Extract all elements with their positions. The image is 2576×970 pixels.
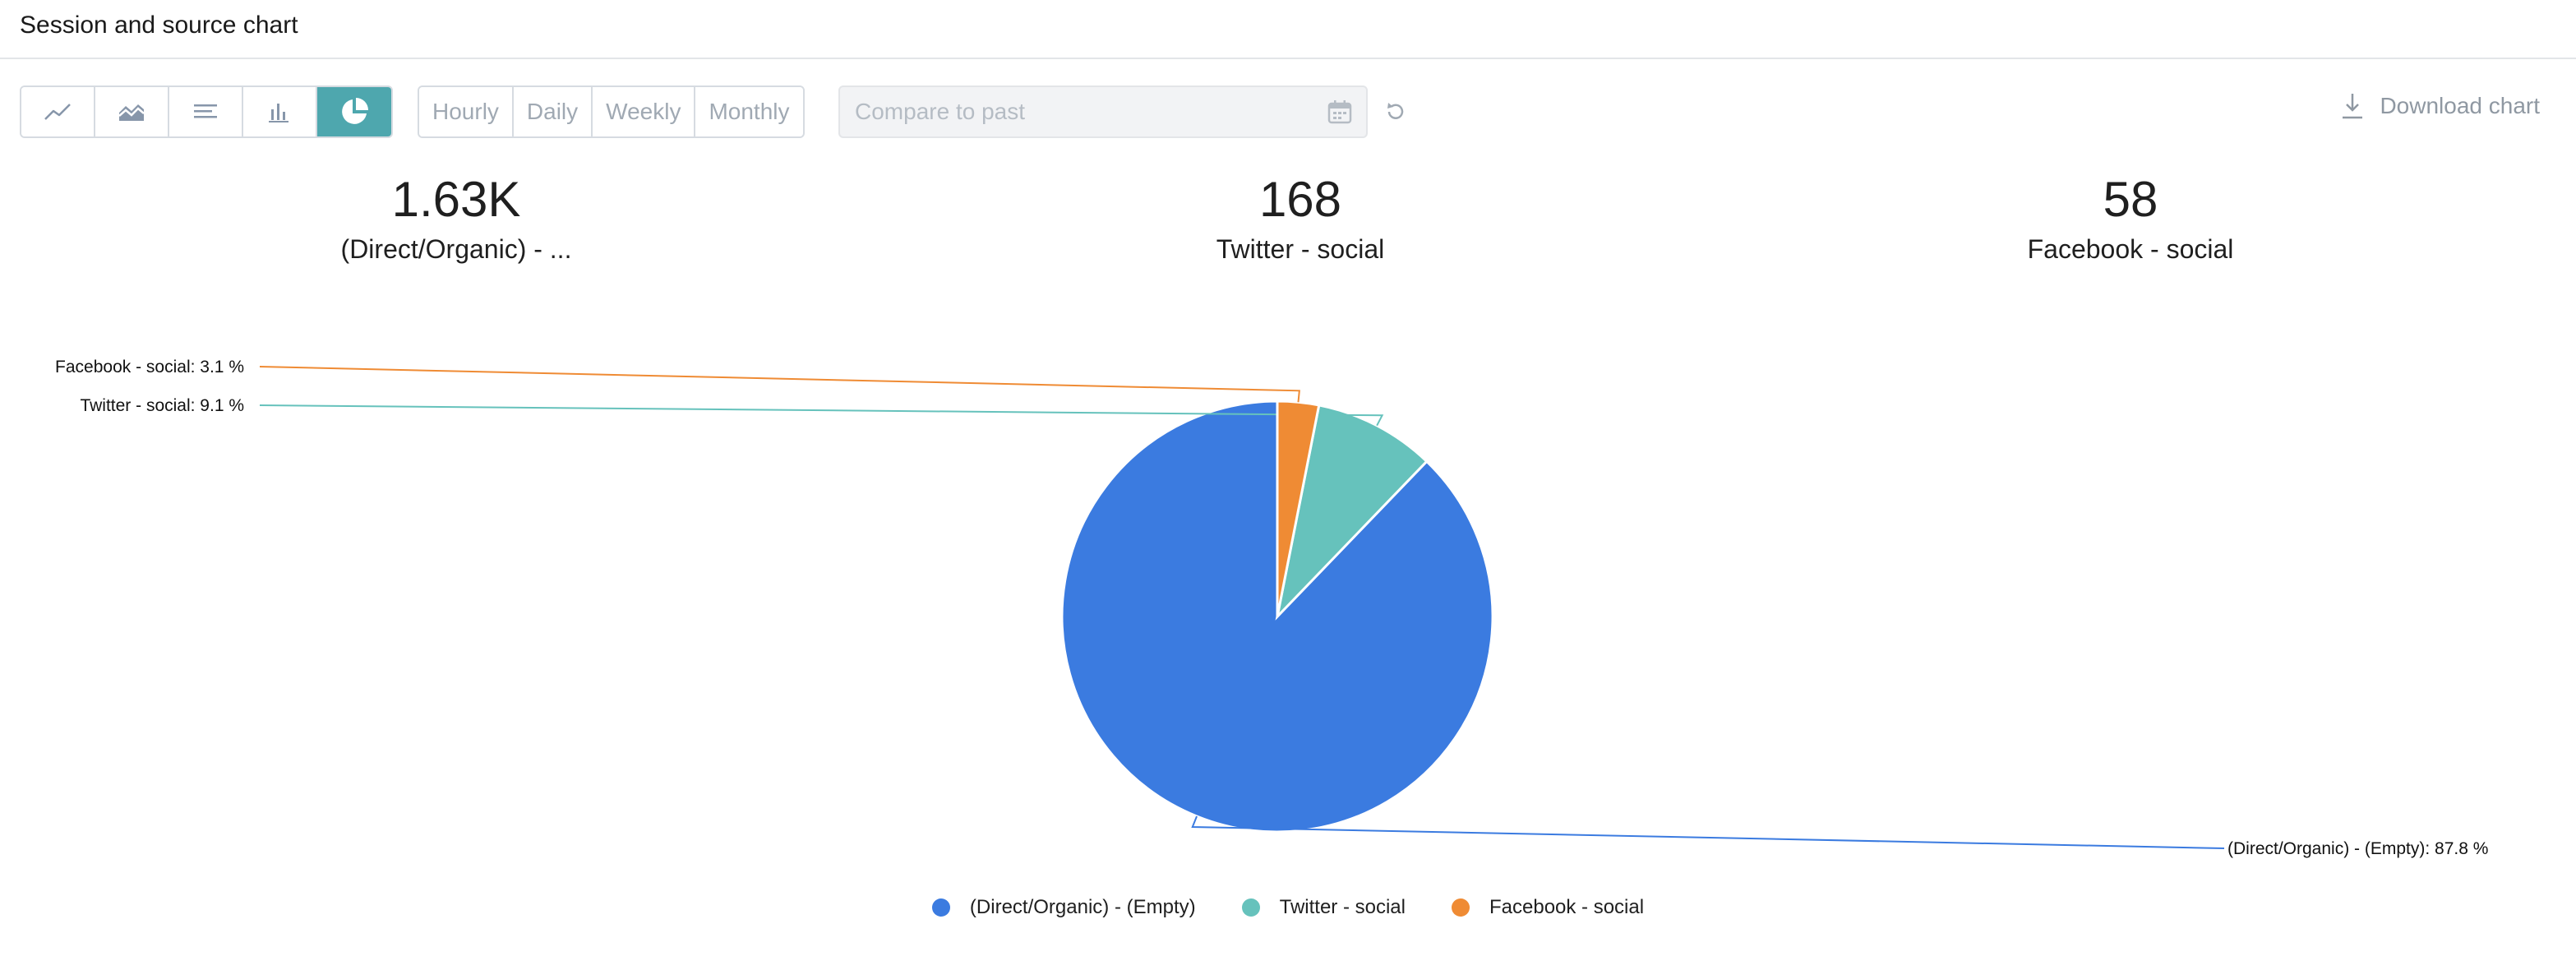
kpi-facebook: 58 Facebook - social xyxy=(1843,169,2418,266)
pie-slice[interactable] xyxy=(1060,400,1494,834)
calendar-icon[interactable] xyxy=(1327,99,1353,125)
kpi-value: 1.63K xyxy=(391,172,521,227)
interval-hourly-button[interactable]: Hourly xyxy=(419,87,514,136)
compare-date-field xyxy=(838,85,1368,138)
kpi-value: 58 xyxy=(2103,172,2158,227)
reset-icon[interactable] xyxy=(1384,100,1407,123)
page-title: Session and source chart xyxy=(20,12,298,39)
bar-chart-button[interactable] xyxy=(243,87,317,136)
kpi-label: (Direct/Organic) - ... xyxy=(340,234,572,264)
slice-connector xyxy=(259,404,1384,427)
list-chart-icon xyxy=(194,104,217,118)
legend-label: Facebook - social xyxy=(1489,896,1645,918)
header: Session and source chart xyxy=(0,0,2576,59)
legend-label: (Direct/Organic) - (Empty) xyxy=(969,896,1196,918)
download-icon xyxy=(2343,94,2363,119)
legend-item-direct-organic[interactable]: (Direct/Organic) - (Empty) xyxy=(931,896,1196,919)
legend-label: Twitter - social xyxy=(1279,896,1406,918)
kpi-label: Facebook - social xyxy=(2027,234,2234,264)
bar-chart-icon xyxy=(269,104,289,122)
download-chart-label: Download chart xyxy=(2380,93,2540,118)
chart-type-switcher xyxy=(20,85,393,138)
interval-weekly-button[interactable]: Weekly xyxy=(593,87,696,136)
line-chart-icon xyxy=(44,104,71,120)
chart-legend: (Direct/Organic) - (Empty) Twitter - soc… xyxy=(0,896,2576,919)
pie-chart-icon xyxy=(342,98,368,124)
area-chart-icon xyxy=(118,104,145,121)
interval-monthly-button[interactable]: Monthly xyxy=(695,87,803,136)
kpi-value: 168 xyxy=(1258,172,1342,227)
list-chart-button[interactable] xyxy=(169,87,243,136)
pie-chart-button[interactable] xyxy=(317,87,391,136)
slice-data-label: (Direct/Organic) - (Empty): 87.8 % xyxy=(2227,839,2488,858)
interval-switcher: Hourly Daily Weekly Monthly xyxy=(418,85,805,138)
slice-connector xyxy=(1191,815,2225,849)
slice-data-label: Facebook - social: 3.1 % xyxy=(55,358,244,376)
legend-swatch xyxy=(1241,898,1260,917)
interval-daily-button[interactable]: Daily xyxy=(513,87,593,136)
legend-item-twitter[interactable]: Twitter - social xyxy=(1241,896,1406,919)
area-chart-button[interactable] xyxy=(95,87,169,136)
compare-input[interactable] xyxy=(840,87,1300,136)
slice-data-label: Twitter - social: 9.1 % xyxy=(80,396,244,415)
legend-item-facebook[interactable]: Facebook - social xyxy=(1451,896,1645,919)
kpi-label: Twitter - social xyxy=(1216,234,1385,264)
slice-connector xyxy=(259,366,1300,403)
download-chart-button[interactable]: Download chart xyxy=(2340,92,2540,120)
kpi-direct-organic: 1.63K (Direct/Organic) - ... xyxy=(169,169,744,266)
legend-swatch xyxy=(931,898,950,917)
line-chart-button[interactable] xyxy=(21,87,95,136)
kpi-twitter: 168 Twitter - social xyxy=(1013,169,1588,266)
legend-swatch xyxy=(1451,898,1470,917)
